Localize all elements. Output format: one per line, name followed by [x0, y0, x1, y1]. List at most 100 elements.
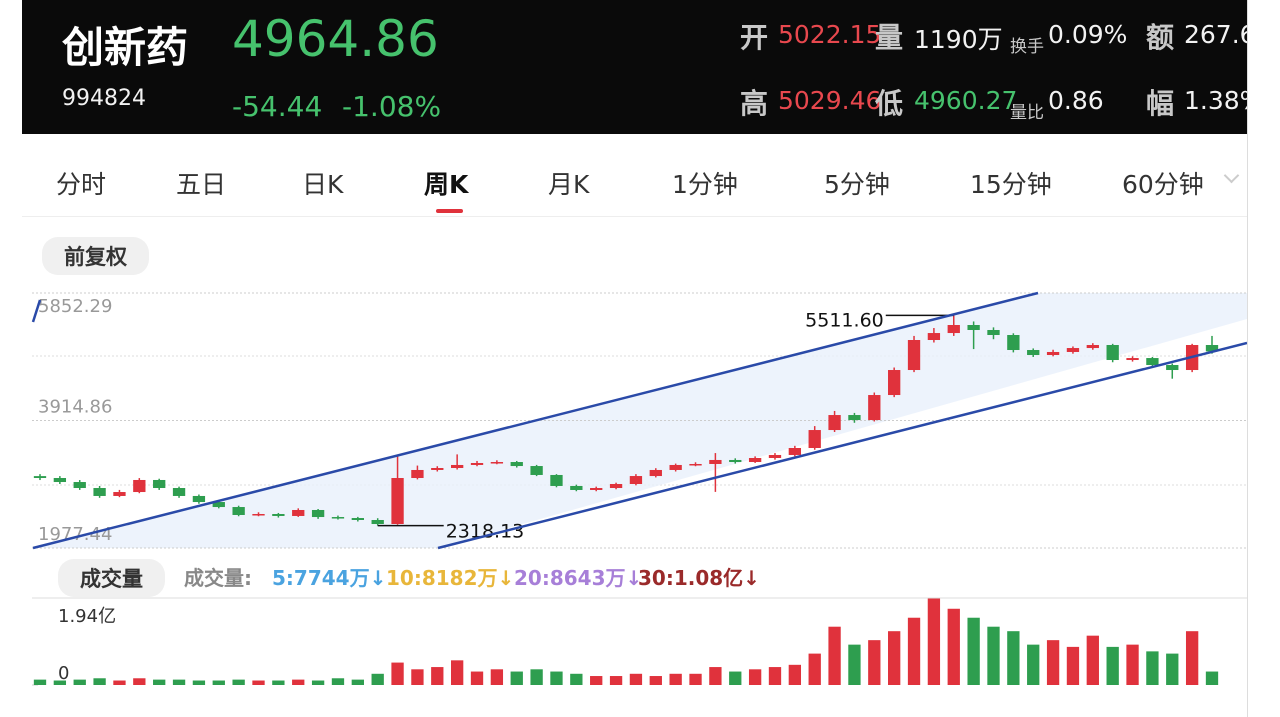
volume-bar [450, 660, 464, 685]
candle-body [53, 478, 67, 483]
channel-line-stub [31, 299, 42, 323]
candle-body [153, 479, 166, 489]
candle-body [1086, 345, 1099, 349]
candle-body [609, 483, 623, 489]
volume-bar [113, 680, 126, 685]
candle-body [450, 464, 464, 469]
candle-body [133, 479, 146, 493]
candle-body [1066, 348, 1080, 352]
stock-price: 4964.86 [232, 10, 439, 68]
candle-body [292, 509, 305, 516]
candle-body [73, 482, 86, 489]
stat-value: 4960.27 [914, 86, 1018, 115]
candle-body [1205, 345, 1219, 352]
volume-bar [192, 680, 206, 685]
frame: 创新药 4964.86 994824 -54.44 -1.08% 开 5022.… [22, 0, 1248, 717]
period-tab[interactable]: 月K [548, 170, 590, 199]
stat-label: 量 [875, 21, 904, 54]
volume-bar [133, 678, 146, 685]
volume-bar [748, 669, 762, 685]
period-tab[interactable]: 60分钟 [1122, 170, 1204, 199]
candle-body [987, 330, 1000, 336]
volume-bar [53, 680, 67, 685]
volume-bar [530, 669, 543, 685]
candle-body [1126, 358, 1139, 361]
candle-body [331, 517, 345, 519]
candle-body [669, 464, 682, 470]
stat-value: 5029.46 [778, 86, 882, 115]
candle-body [172, 488, 186, 496]
chart: 1977.44 3914.86 5852.29 5511.60 2318.13 1.94亿… [31, 291, 1247, 686]
volume-bar [1126, 644, 1139, 685]
candle-body [868, 395, 881, 421]
candle-body [371, 519, 384, 525]
channel-line-lower [437, 341, 1247, 550]
volume-bar [927, 598, 941, 685]
volume-bar [431, 667, 444, 685]
volume-button[interactable]: 成交量 [58, 559, 165, 597]
candle-body [709, 459, 722, 464]
stock-code: 994824 [62, 86, 146, 111]
candle-body [212, 502, 225, 508]
stat-value: 0.09% [1048, 20, 1128, 49]
candle-body [351, 518, 364, 520]
period-tab[interactable]: 日K [302, 170, 344, 199]
period-tab[interactable]: 15分钟 [970, 170, 1052, 199]
volume-bar [1205, 671, 1219, 685]
volume-bar [629, 673, 643, 685]
volume-bar [848, 644, 861, 685]
volume-bar [1027, 644, 1040, 685]
period-tab[interactable]: 分时 [56, 170, 107, 199]
volume-label: 成交量: [184, 566, 252, 590]
volume-bar [1106, 646, 1119, 685]
candle-body [570, 485, 583, 490]
period-tab[interactable]: 周K [424, 170, 469, 199]
candle-body [470, 463, 484, 465]
candle-body [748, 458, 762, 463]
volume-bar [550, 671, 563, 685]
annotation-label: 2318.13 [446, 521, 525, 543]
volume-bar [609, 676, 623, 685]
volume-bar [868, 640, 881, 685]
candle-body [113, 492, 126, 496]
volume-bar [788, 664, 802, 685]
volume-bar [371, 673, 384, 685]
candle-body [947, 325, 960, 334]
volume-bar [1086, 635, 1099, 685]
candle-body [1027, 350, 1040, 356]
volume-bar [172, 679, 186, 685]
stat-label: 换手 [1010, 37, 1044, 57]
stock-name: 创新药 [62, 23, 189, 72]
divider [22, 216, 1247, 217]
candle-body [192, 495, 206, 503]
volume-bar [570, 673, 583, 685]
channel-line-upper [32, 291, 1039, 550]
volume-bar [1007, 631, 1020, 685]
candle-body [729, 459, 742, 463]
volume-bar [470, 671, 484, 685]
period-tab[interactable]: 五日 [176, 170, 227, 199]
volume-ma-label: 20:8643万↓ [514, 566, 643, 590]
price-change: -54.44 [232, 90, 323, 123]
candle-body [629, 476, 643, 484]
volume-bar [33, 679, 47, 685]
volume-bar [1046, 640, 1060, 685]
candle-body [689, 463, 702, 466]
volume-bar [888, 631, 901, 685]
stat-label: 高 [740, 87, 769, 120]
candle-body [788, 447, 802, 455]
adjust-button[interactable]: 前复权 [42, 237, 149, 275]
volume-bar [351, 679, 364, 685]
candle-body [888, 370, 901, 396]
volume-bar [1166, 653, 1179, 685]
volume-bar [590, 676, 603, 685]
y-tick-label: 1977.44 [38, 524, 112, 545]
candle-body [1046, 351, 1060, 356]
period-tab[interactable]: 5分钟 [824, 170, 890, 199]
volume-bar [1066, 646, 1080, 685]
candle-body [93, 488, 106, 496]
stat-label: 幅 [1146, 87, 1175, 120]
period-tab[interactable]: 1分钟 [672, 170, 738, 199]
volume-bar [490, 669, 504, 685]
y-tick-label: 1.94亿 [58, 606, 116, 627]
